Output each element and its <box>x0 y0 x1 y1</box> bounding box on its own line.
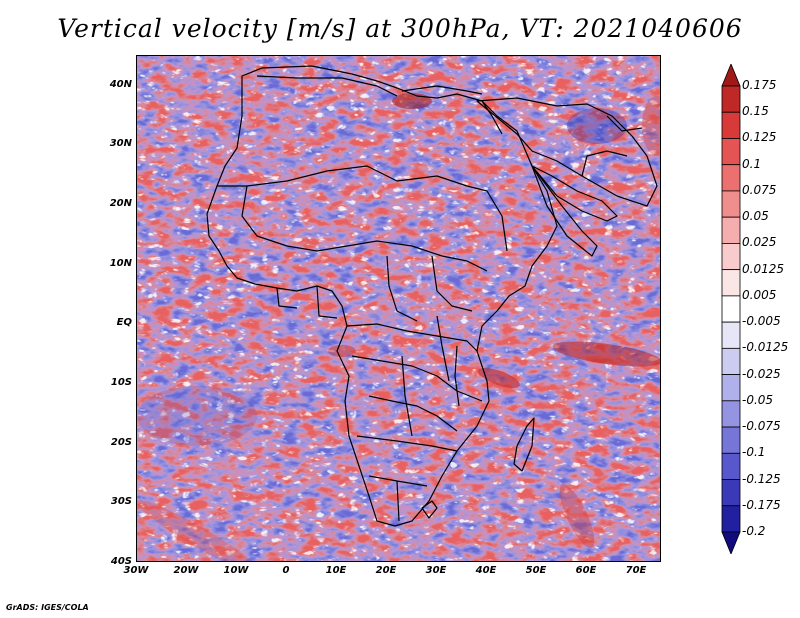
lon-tick-label: 20W <box>173 565 199 576</box>
colorbar-swatch <box>721 426 741 454</box>
lon-tick-label: 40E <box>475 565 497 576</box>
colorbar-swatch <box>721 216 741 244</box>
colorbar-swatch <box>721 243 741 271</box>
colorbar-level-label: 0.1 <box>742 156 762 171</box>
colorbar-level-label: 0.025 <box>742 235 777 250</box>
colorbar-level-label: 0.0125 <box>742 261 784 276</box>
lat-tick-label: 30N <box>109 138 132 150</box>
lon-tick-label: 70E <box>625 565 647 576</box>
colorbar-swatch <box>721 505 741 533</box>
colorbar-level-label: -0.005 <box>742 314 781 329</box>
colorbar-level-label: -0.2 <box>742 524 766 538</box>
strong-updraft-zones <box>137 93 660 561</box>
map-panel <box>136 55 661 562</box>
colorbar-level-label: 0.15 <box>742 104 769 119</box>
chart-title: Vertical velocity [m/s] at 300hPa, VT: 2… <box>57 14 743 43</box>
colorbar-swatch <box>721 164 741 192</box>
colorbar-swatch <box>721 85 741 113</box>
grads-credit: GrADS: IGES/COLA <box>6 603 89 612</box>
lon-tick-label: 30W <box>123 565 149 576</box>
coastlines-and-borders <box>206 65 658 527</box>
colorbar-swatch <box>721 452 741 480</box>
lat-tick-label: 20S <box>110 436 132 448</box>
colorbar-swatch <box>721 531 741 554</box>
colorbar-swatch <box>721 190 741 218</box>
colorbar-level-label: -0.05 <box>742 392 774 407</box>
colorbar-swatch <box>721 347 741 375</box>
lat-tick-label: EQ <box>116 317 132 329</box>
lat-tick-label: 10S <box>110 377 132 389</box>
vertical-velocity-field <box>137 56 660 561</box>
colorbar-level-label: 0.005 <box>742 287 777 302</box>
colorbar-swatch <box>721 400 741 428</box>
colorbar-level-label: 0.175 <box>742 78 777 92</box>
lat-tick-label: 30S <box>110 496 132 508</box>
lat-tick-label: 40S <box>110 556 132 567</box>
lat-tick-label: 40N <box>109 78 132 90</box>
lon-tick-label: 60E <box>575 565 597 576</box>
lon-tick-label: 0 <box>282 565 290 576</box>
colorbar-level-label: -0.175 <box>742 497 781 512</box>
colorbar-swatch <box>721 111 741 139</box>
colorbar-level-label: -0.025 <box>742 366 781 381</box>
colorbar-swatch <box>721 138 741 166</box>
colorbar-level-label: 0.125 <box>742 130 777 145</box>
colorbar-swatch <box>721 64 741 87</box>
colorbar-level-label: -0.1 <box>742 445 766 460</box>
colorbar-level-label: -0.125 <box>742 471 781 486</box>
colorbar-swatch <box>721 479 741 507</box>
lon-tick-label: 10E <box>325 565 347 576</box>
colorbar-level-label: -0.075 <box>742 419 781 434</box>
colorbar-swatch <box>721 269 741 297</box>
lon-tick-label: 20E <box>375 565 397 576</box>
colorbar-swatch <box>721 374 741 402</box>
lat-tick-label: 10N <box>109 257 132 269</box>
colorbar-level-label: -0.0125 <box>742 340 789 355</box>
lon-tick-label: 10W <box>223 565 249 576</box>
colorbar-level-label: 0.05 <box>742 209 769 224</box>
colorbar-swatch <box>721 295 741 323</box>
colorbar-swatch <box>721 321 741 349</box>
colorbar <box>721 64 741 554</box>
colorbar-level-label: 0.075 <box>742 182 777 197</box>
lat-tick-label: 20N <box>109 198 132 210</box>
lon-tick-label: 50E <box>525 565 547 576</box>
lon-tick-label: 30E <box>425 565 447 576</box>
